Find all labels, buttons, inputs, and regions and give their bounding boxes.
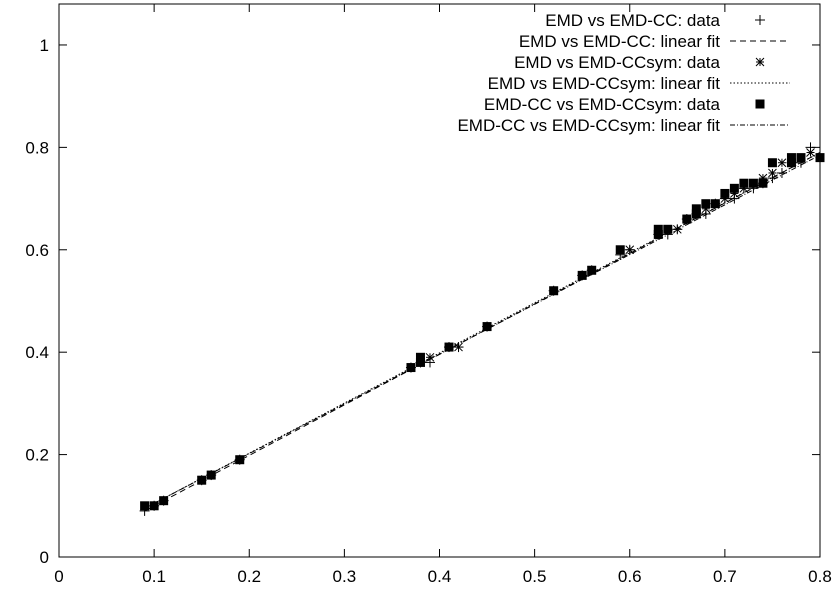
point-star xyxy=(777,158,787,168)
point-star xyxy=(454,342,463,352)
star-marker-d2 xyxy=(425,352,435,362)
point-square xyxy=(415,352,425,362)
point-square xyxy=(720,188,730,198)
x-tick-label: 0.7 xyxy=(713,567,737,586)
point-square xyxy=(758,178,768,188)
legend-label: EMD-CC vs EMD-CCsym: linear fit xyxy=(457,116,720,135)
point-square xyxy=(159,496,169,506)
legend-label: EMD-CC vs EMD-CCsym: data xyxy=(484,95,721,114)
point-square xyxy=(577,270,587,280)
fit-line-5 xyxy=(144,154,821,509)
legend-label: EMD vs EMD-CCsym: data xyxy=(514,53,720,72)
legend-marker-swatch xyxy=(755,15,765,25)
axis-ticks: 0 0.1 0.2 0.3 0.4 0.5 0.6 0.7 0.8 0 0.2 0.4 0.6 0.8 1 xyxy=(25,4,832,586)
point-square xyxy=(415,357,425,367)
point-square xyxy=(767,158,777,168)
x-tick-label: 0.5 xyxy=(523,567,547,586)
star-marker-d2 xyxy=(755,57,765,67)
legend-marker-swatch xyxy=(755,57,765,67)
x-tick-label: 0.8 xyxy=(808,567,832,586)
point-square xyxy=(786,153,796,163)
point-square xyxy=(549,286,559,296)
point-square xyxy=(786,158,796,168)
legend-label: EMD vs EMD-CCsym: linear fit xyxy=(488,74,721,93)
point-star xyxy=(768,168,777,178)
point-square xyxy=(748,178,758,188)
point-square xyxy=(615,245,625,255)
y-tick-label: 1 xyxy=(40,36,49,55)
point-square xyxy=(739,178,749,188)
point-square xyxy=(406,363,416,373)
point-square xyxy=(796,153,806,163)
point-square xyxy=(691,209,701,219)
legend-label: EMD vs EMD-CC: linear fit xyxy=(519,32,720,51)
x-tick-label: 0.4 xyxy=(428,567,452,586)
star-marker-d2 xyxy=(672,224,682,234)
point-star xyxy=(672,224,682,234)
y-tick-label: 0 xyxy=(40,548,49,567)
point-star xyxy=(625,245,635,255)
point-plus xyxy=(776,167,787,178)
legend-marker-swatch xyxy=(755,99,765,109)
point-square xyxy=(729,183,739,193)
point-square xyxy=(691,204,701,214)
point-star xyxy=(425,352,435,362)
point-square xyxy=(710,199,720,209)
point-square xyxy=(587,265,597,275)
star-marker-d2 xyxy=(768,168,777,178)
point-square xyxy=(682,214,692,224)
legend-label: EMD vs EMD-CC: data xyxy=(545,11,720,30)
point-square xyxy=(197,475,207,485)
point-square xyxy=(235,455,245,465)
y-tick-label: 0.6 xyxy=(25,241,49,260)
legend: EMD vs EMD-CC: data EMD vs EMD-CC: linear… xyxy=(457,11,790,135)
fit-lines xyxy=(144,152,821,512)
point-square xyxy=(206,470,216,480)
point-square xyxy=(815,153,825,163)
star-marker-d2 xyxy=(454,342,463,352)
y-tick-label: 0.8 xyxy=(25,138,49,157)
x-tick-label: 0 xyxy=(54,567,63,586)
star-marker-d2 xyxy=(806,148,815,157)
x-tick-label: 0.3 xyxy=(333,567,357,586)
x-tick-label: 0.1 xyxy=(142,567,166,586)
point-square xyxy=(482,322,492,332)
star-marker-d2 xyxy=(777,158,787,168)
data-points xyxy=(139,142,825,516)
point-square xyxy=(140,501,150,511)
point-square xyxy=(663,224,673,234)
point-square xyxy=(653,224,663,234)
x-tick-label: 0.6 xyxy=(618,567,642,586)
point-square xyxy=(149,501,159,511)
y-tick-label: 0.4 xyxy=(25,343,49,362)
point-star xyxy=(806,148,815,157)
point-square xyxy=(653,229,663,239)
star-marker-d2 xyxy=(625,245,635,255)
y-tick-label: 0.2 xyxy=(25,446,49,465)
point-square xyxy=(701,199,711,209)
x-tick-label: 0.2 xyxy=(237,567,261,586)
point-square xyxy=(444,342,454,352)
